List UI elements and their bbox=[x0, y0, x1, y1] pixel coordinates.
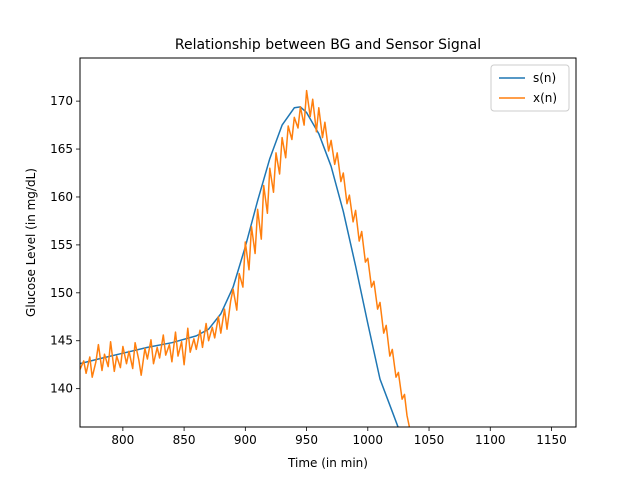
y-tick-label: 165 bbox=[50, 142, 73, 156]
y-tick-label: 160 bbox=[50, 190, 73, 204]
legend: s(n) x(n) bbox=[490, 64, 570, 112]
x-tick-label: 900 bbox=[234, 433, 257, 447]
y-tick-label: 150 bbox=[50, 286, 73, 300]
x-tick-label: 800 bbox=[111, 433, 134, 447]
x-tick-label: 1050 bbox=[414, 433, 445, 447]
y-tick-label: 170 bbox=[50, 94, 73, 108]
series-line-x bbox=[80, 89, 411, 427]
y-tick-label: 140 bbox=[50, 382, 73, 396]
x-axis-label: Time (in min) bbox=[287, 456, 368, 470]
y-tick-label: 145 bbox=[50, 334, 73, 348]
y-axis: 140 145 150 155 160 165 170 bbox=[50, 94, 80, 396]
y-axis-label: Glucose Level (in mg/dL) bbox=[24, 168, 38, 317]
plot-frame bbox=[79, 57, 577, 428]
x-axis: 800 850 900 950 1000 1050 1100 1150 bbox=[111, 427, 567, 447]
x-tick-label: 850 bbox=[173, 433, 196, 447]
series-line-s bbox=[80, 106, 399, 427]
y-tick-label: 155 bbox=[50, 238, 73, 252]
x-tick-label: 950 bbox=[295, 433, 318, 447]
legend-label: x(n) bbox=[533, 91, 557, 105]
x-tick-label: 1000 bbox=[353, 433, 384, 447]
plot-series-area bbox=[80, 89, 411, 427]
x-tick-label: 1100 bbox=[475, 433, 506, 447]
legend-label: s(n) bbox=[533, 71, 556, 85]
x-tick-label: 1150 bbox=[536, 433, 567, 447]
chart-title: Relationship between BG and Sensor Signa… bbox=[175, 37, 481, 53]
legend-box bbox=[490, 64, 570, 112]
